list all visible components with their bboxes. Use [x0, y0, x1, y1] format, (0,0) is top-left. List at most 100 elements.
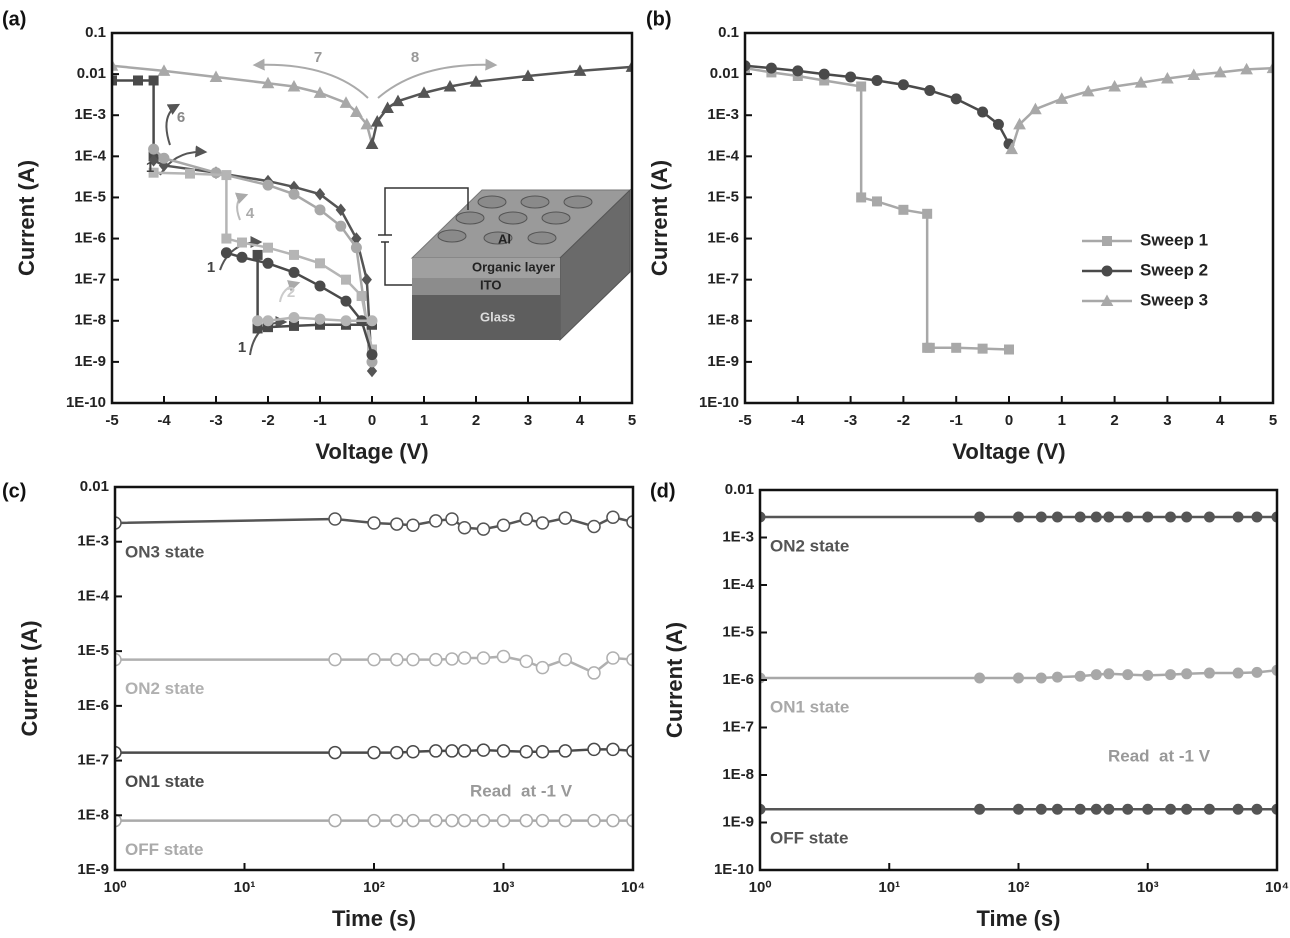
point: [1051, 511, 1063, 523]
point: [221, 233, 232, 244]
point: [158, 152, 170, 164]
point: [457, 520, 472, 535]
point: [288, 266, 300, 278]
point: [390, 813, 404, 828]
point: [335, 203, 346, 217]
point: [496, 649, 511, 664]
point: [519, 512, 534, 526]
point: [872, 196, 882, 207]
point: [381, 101, 394, 113]
x-tick-label: 10²: [363, 879, 385, 896]
point: [1240, 62, 1253, 75]
x-axis-title: Voltage (V): [315, 439, 428, 464]
point: [1013, 803, 1024, 815]
x-axis-title: Time (s): [977, 906, 1061, 931]
point: [339, 96, 353, 108]
y-tick-label: 1E-8: [722, 766, 754, 783]
point: [313, 86, 327, 98]
point: [1090, 511, 1102, 523]
annotation: 1: [238, 339, 246, 356]
y-tick-label: 1E-7: [77, 752, 109, 769]
inset-label: ITO: [480, 277, 501, 292]
series-line: [370, 65, 632, 145]
point: [148, 154, 159, 167]
point: [1035, 803, 1047, 815]
point: [1181, 803, 1193, 815]
point: [1103, 668, 1115, 680]
y-axis-title: Current (A): [17, 620, 42, 736]
point: [625, 60, 632, 72]
point: [1051, 671, 1063, 683]
point: [558, 511, 573, 525]
point: [1004, 344, 1014, 355]
x-tick-label: 10³: [1137, 879, 1159, 896]
x-tick-label: 1: [420, 412, 428, 429]
series-label: OFF state: [770, 829, 848, 848]
point: [792, 65, 804, 77]
point: [1203, 511, 1215, 523]
x-tick-label: 10²: [1008, 879, 1030, 896]
y-tick-label: 1E-4: [77, 587, 109, 604]
point: [314, 204, 326, 216]
point: [367, 813, 381, 828]
point: [535, 660, 550, 675]
point: [974, 511, 986, 523]
point: [476, 813, 491, 828]
point: [1165, 669, 1177, 681]
point: [1013, 511, 1024, 523]
y-tick-label: 1E-8: [77, 806, 109, 823]
note: Read at -1 V: [1108, 746, 1211, 765]
point: [924, 84, 936, 96]
y-tick-label: 1E-10: [699, 394, 739, 411]
x-tick-label: 10⁰: [749, 879, 772, 896]
y-tick-label: 1E-8: [707, 312, 739, 329]
point: [1074, 803, 1086, 815]
y-tick-label: 1E-6: [74, 230, 106, 247]
point: [288, 312, 300, 324]
annotation: 2: [287, 284, 295, 301]
point: [951, 342, 962, 353]
point: [1142, 803, 1154, 815]
series-label: ON1 state: [125, 772, 204, 791]
x-tick-label: -4: [791, 412, 805, 429]
point: [1251, 803, 1263, 815]
point: [429, 514, 443, 528]
point: [328, 813, 342, 828]
point: [443, 79, 457, 92]
point: [558, 652, 573, 667]
point: [535, 516, 550, 530]
point: [390, 517, 404, 531]
point: [335, 220, 347, 232]
point: [626, 744, 633, 758]
point: [476, 522, 491, 536]
point: [1251, 666, 1263, 678]
point: [287, 79, 301, 92]
annotation: 6: [177, 109, 185, 126]
y-tick-label: 1E-7: [74, 271, 106, 288]
point: [1090, 669, 1102, 681]
point: [606, 510, 620, 524]
y-tick-label: 1E-7: [722, 718, 754, 735]
point: [328, 512, 342, 526]
y-tick-label: 1E-9: [707, 353, 739, 370]
point: [974, 803, 986, 815]
point: [367, 745, 381, 760]
point: [457, 744, 472, 758]
point: [115, 745, 122, 760]
point: [262, 179, 274, 191]
x-tick-label: 5: [628, 412, 636, 429]
x-tick-label: 10⁴: [1265, 879, 1289, 896]
point: [263, 242, 273, 253]
legend-marker: [1102, 236, 1112, 246]
point: [1029, 102, 1042, 115]
point: [261, 76, 275, 89]
annotation: 1: [207, 259, 215, 276]
point: [626, 813, 633, 828]
point: [367, 652, 381, 667]
point: [112, 59, 119, 71]
series-line: [153, 159, 374, 372]
x-tick-label: 4: [1216, 412, 1225, 429]
point: [519, 813, 534, 828]
inset-device: [378, 187, 632, 342]
point: [366, 315, 378, 327]
